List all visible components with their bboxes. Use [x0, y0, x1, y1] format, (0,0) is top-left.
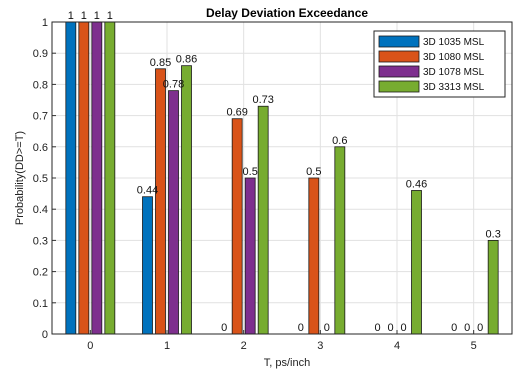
- bar: [257, 105, 269, 335]
- y-tick-label: 0.3: [33, 235, 48, 247]
- bar: [65, 21, 77, 335]
- y-tick-label: 0.2: [33, 267, 48, 279]
- x-tick-label: 1: [164, 340, 170, 352]
- data-label: 0: [298, 322, 304, 334]
- x-tick-label: 4: [394, 340, 400, 352]
- data-label: 0.86: [176, 54, 197, 66]
- data-label: 0.6: [332, 135, 347, 147]
- y-tick-label: 0: [42, 329, 48, 341]
- data-label: 1: [94, 10, 100, 22]
- legend-entry: 3D 1078 MSL: [423, 67, 485, 78]
- bar: [104, 21, 116, 335]
- data-label: 0: [374, 322, 380, 334]
- legend-entry: 3D 1080 MSL: [423, 52, 485, 63]
- chart-title: Delay Deviation Exceedance: [206, 6, 368, 20]
- legend-entry: 3D 3313 MSL: [423, 82, 485, 93]
- data-label: 0: [451, 322, 457, 334]
- bar: [411, 190, 422, 335]
- y-axis-label: Probability(DD>=T): [14, 131, 26, 225]
- y-tick-label: 0.5: [33, 173, 48, 185]
- y-tick-label: 0.1: [33, 298, 48, 310]
- bar: [231, 118, 243, 335]
- legend-swatch: [378, 80, 420, 93]
- legend-swatch: [378, 65, 420, 78]
- data-label: 0.85: [150, 57, 171, 69]
- data-label: 0.3: [486, 228, 501, 240]
- axes-box: [51, 21, 513, 335]
- legend: 3D 1035 MSL 3D 1080 MSL 3D 1078 MSL 3D 3313…: [373, 30, 506, 98]
- x-tick-label: 3: [317, 340, 323, 352]
- data-label: 0.46: [406, 178, 427, 190]
- bar: [334, 146, 346, 335]
- y-tick-label: 0.7: [33, 111, 48, 123]
- x-tick-label: 5: [471, 340, 477, 352]
- y-tick-label: 1: [42, 17, 48, 29]
- x-tick-label: 0: [87, 340, 93, 352]
- data-label: 0: [400, 322, 406, 334]
- data-label: 0: [324, 322, 330, 334]
- x-axis-label: T, ps/inch: [264, 357, 310, 369]
- data-label: 0.5: [243, 166, 258, 178]
- axes: 0 0.1 0.2 0.3 0.4 0.5 0.6 0.7 0.8 0.9 1 0 1 2 3 4 5: [33, 17, 513, 352]
- y-tick-label: 0.9: [33, 48, 48, 60]
- bar: [181, 65, 192, 335]
- bar: [142, 196, 153, 335]
- data-label: 0: [464, 322, 470, 334]
- y-tick-label: 0.8: [33, 79, 48, 91]
- data-label: 1: [68, 10, 74, 22]
- bar: [308, 177, 320, 335]
- bar: [91, 21, 103, 335]
- legend-swatch: [378, 50, 420, 63]
- data-label: 0.73: [252, 94, 273, 106]
- legend-entry: 3D 1035 MSL: [423, 37, 485, 48]
- data-label: 0: [387, 322, 393, 334]
- legend-swatch: [378, 35, 420, 48]
- bar: [78, 21, 90, 335]
- bar: [244, 177, 256, 335]
- data-label: 0: [477, 322, 483, 334]
- x-tick-label: 2: [241, 340, 247, 352]
- y-tick-label: 0.4: [33, 204, 48, 216]
- bars: [65, 21, 499, 335]
- data-label: 1: [81, 10, 87, 22]
- bar: [487, 239, 499, 335]
- data-label: 0.78: [163, 79, 184, 91]
- data-label: 0: [221, 322, 227, 334]
- bar: [168, 90, 179, 335]
- data-label: 0.5: [306, 166, 321, 178]
- data-label: 1: [107, 10, 113, 22]
- data-label: 0.69: [226, 107, 247, 119]
- data-label: 0.44: [137, 185, 158, 197]
- y-tick-label: 0.6: [33, 142, 48, 154]
- bar: [155, 68, 166, 335]
- data-labels: 10.440 0 0 010.850.690.50 010.780.50 0 010.860…: [68, 10, 501, 334]
